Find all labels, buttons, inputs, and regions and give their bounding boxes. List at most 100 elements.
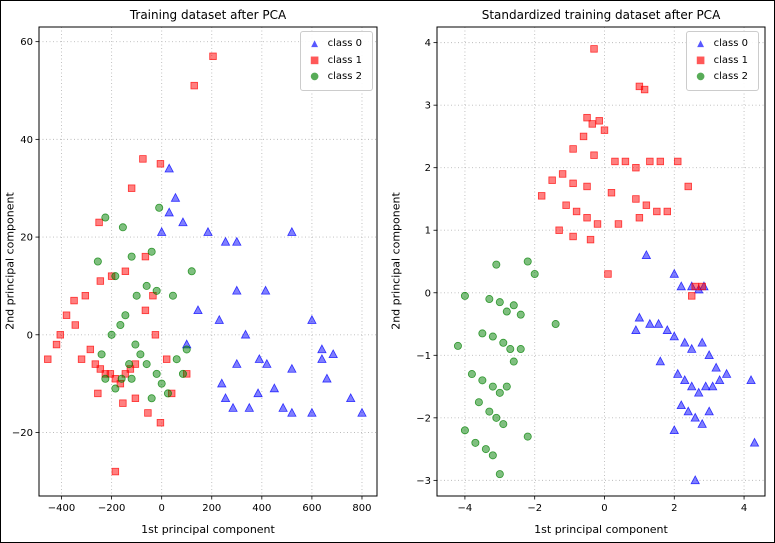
data-point [260, 285, 271, 295]
data-point [127, 184, 136, 192]
legend-item-class-1: ■ class 1 [695, 53, 748, 70]
data-point [117, 374, 126, 383]
data-point [328, 349, 338, 359]
data-point [94, 389, 102, 398]
data-point [621, 157, 630, 166]
data-point [209, 52, 217, 61]
data-point [704, 406, 714, 416]
y-tick-label: 20 [20, 233, 33, 244]
data-point [52, 340, 61, 349]
data-point [131, 394, 140, 402]
data-point [96, 365, 105, 373]
right-subplot: Standardized training dataset after PCA … [387, 1, 773, 542]
data-point [502, 307, 511, 316]
data-point [485, 295, 494, 304]
data-point [317, 353, 327, 363]
y-tick-label: 60 [20, 37, 33, 48]
data-point [516, 345, 525, 354]
data-point [693, 387, 704, 397]
data-point [70, 296, 78, 305]
data-point [509, 301, 518, 310]
data-point [240, 329, 251, 339]
x-tick-label: 400 [252, 503, 271, 514]
data-point [492, 413, 501, 422]
data-point [111, 384, 120, 393]
data-point [516, 310, 525, 319]
legend-label: class 0 [327, 38, 362, 49]
data-point [132, 291, 141, 300]
data-point [676, 400, 687, 410]
data-point [162, 355, 171, 363]
legend-item-class-1: ■ class 1 [309, 53, 362, 70]
y-tick-label: 2 [425, 163, 431, 174]
data-point [278, 402, 288, 412]
data-point [558, 170, 567, 178]
data-point [686, 343, 697, 353]
y-axis-label: 2nd principal component [3, 191, 17, 330]
y-tick-label: −3 [416, 476, 431, 487]
data-point [686, 381, 697, 391]
data-point [634, 312, 645, 322]
data-point [121, 370, 130, 378]
data-point [93, 257, 102, 266]
data-point [121, 267, 130, 275]
data-point [164, 163, 174, 173]
data-point [579, 132, 588, 141]
data-point [611, 157, 619, 166]
data-point [156, 419, 165, 427]
data-point [453, 341, 462, 350]
right-plot-canvas: −4 −2 0 2 4 −3 −2 −1 0 1 2 3 4 [416, 26, 766, 514]
series-class-2 [453, 257, 560, 479]
data-point [151, 331, 160, 339]
data-point [96, 277, 105, 285]
data-point [232, 358, 242, 368]
data-point [590, 45, 598, 53]
triangle-marker-icon: ▲ [311, 38, 319, 49]
data-point [704, 350, 714, 359]
data-point [586, 235, 595, 244]
data-point [593, 220, 602, 228]
data-point [684, 182, 692, 191]
legend-item-class-2: ● class 2 [695, 69, 748, 86]
left-subplot: Training dataset after PCA −400 −200 0 200 4… [1, 1, 387, 542]
data-point [467, 370, 476, 379]
data-point [583, 182, 591, 191]
data-point [488, 382, 497, 391]
data-point [495, 298, 504, 307]
data-point [679, 337, 690, 347]
data-point [119, 399, 127, 407]
data-point [56, 331, 64, 339]
data-point [569, 232, 577, 241]
data-point [142, 360, 151, 369]
data-point [631, 325, 641, 334]
data-point [499, 420, 508, 429]
data-point [244, 402, 255, 412]
data-point [86, 345, 95, 354]
data-point [474, 398, 483, 407]
data-point [641, 249, 652, 259]
data-point [655, 356, 666, 366]
data-point [163, 389, 172, 398]
data-point [672, 368, 683, 378]
data-point [640, 85, 649, 94]
data-point [607, 189, 616, 197]
data-point [679, 375, 690, 385]
data-point [669, 331, 680, 341]
data-point [488, 451, 497, 460]
x-tick-label: −2 [527, 503, 542, 514]
data-point [653, 207, 661, 216]
y-tick-label: 40 [20, 135, 33, 146]
data-point [478, 376, 487, 385]
y-tick-label: −2 [416, 413, 431, 424]
data-point [182, 345, 191, 354]
data-point [178, 369, 187, 378]
data-point [307, 314, 317, 324]
data-point [357, 407, 367, 417]
data-point [287, 407, 297, 417]
data-point [287, 226, 297, 236]
data-point [220, 393, 231, 402]
data-point [127, 252, 136, 261]
x-axis-label: 1st principal component [141, 523, 275, 536]
data-point [203, 226, 213, 236]
data-point [663, 207, 671, 216]
